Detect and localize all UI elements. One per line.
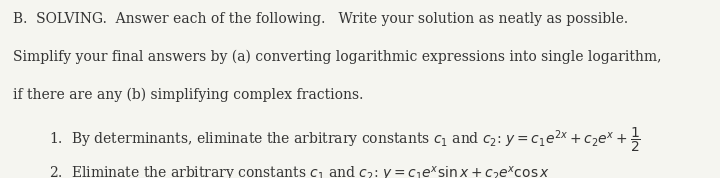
Text: B.  SOLVING.  Answer each of the following.   Write your solution as neatly as p: B. SOLVING. Answer each of the following… (13, 12, 628, 27)
Text: Simplify your final answers by (a) converting logarithmic expressions into singl: Simplify your final answers by (a) conve… (13, 50, 662, 64)
Text: 1.  By determinants, eliminate the arbitrary constants $c_1$ and $c_2$: $y = c_1: 1. By determinants, eliminate the arbitr… (49, 125, 641, 154)
Text: 2.  Eliminate the arbitrary constants $c_1$ and $c_2$: $y = c_1e^{x}\sin x + c_2: 2. Eliminate the arbitrary constants $c_… (49, 165, 550, 178)
Text: if there are any (b) simplifying complex fractions.: if there are any (b) simplifying complex… (13, 87, 364, 102)
